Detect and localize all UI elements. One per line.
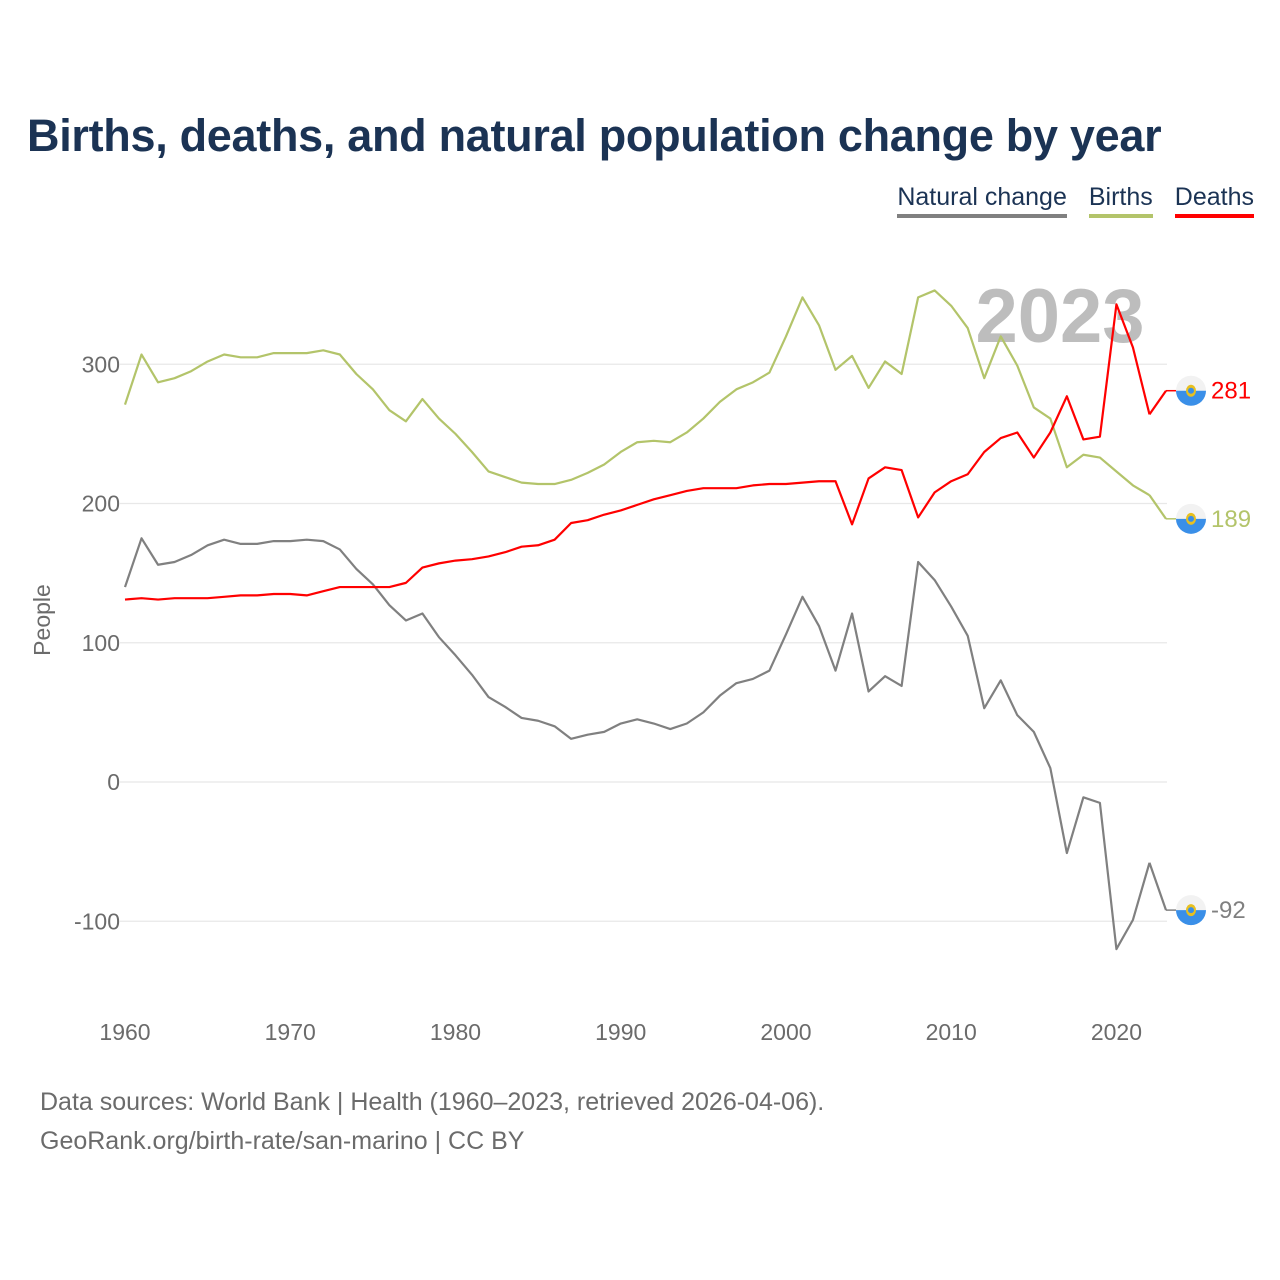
source-text: Data sources: World Bank | Health (1960–… — [40, 1088, 825, 1116]
legend-births[interactable]: Births — [1088, 183, 1153, 218]
year-watermark: 2023 — [975, 274, 1144, 359]
x-tick-label: 1990 — [595, 1019, 646, 1045]
x-tick-label: 2020 — [1091, 1019, 1142, 1045]
series-segment — [1148, 390, 1167, 416]
chart-title: Births, deaths, and natural population c… — [27, 110, 1162, 161]
san-marino-flag-icon — [1176, 375, 1206, 406]
y-tick-label: 100 — [82, 630, 120, 656]
san-marino-flag-icon — [1176, 503, 1206, 534]
y-tick-label: 200 — [82, 491, 120, 517]
y-tick-label: 0 — [107, 769, 120, 795]
legend-natural-change[interactable]: Natural change — [897, 183, 1067, 218]
end-value-label: -92 — [1211, 897, 1246, 924]
y-axis-label: People — [29, 584, 55, 656]
san-marino-flag-icon — [1176, 895, 1206, 926]
x-tick-label: 1960 — [99, 1019, 150, 1045]
x-tick-label: 1980 — [430, 1019, 481, 1045]
source-link[interactable]: GeoRank.org/birth-rate/san-marino | CC B… — [40, 1127, 525, 1155]
end-value-label: 189 — [1211, 506, 1251, 533]
series-segment — [1148, 862, 1168, 911]
series-segment — [1148, 494, 1167, 520]
x-tick-label: 2010 — [926, 1019, 977, 1045]
legend: Natural change Births Deaths — [897, 183, 1254, 218]
y-tick-label: 300 — [82, 351, 120, 377]
legend-deaths[interactable]: Deaths — [1174, 183, 1254, 218]
series-line-deaths — [124, 303, 1151, 601]
series-line-births — [123, 289, 1151, 497]
series-line-natural-change — [123, 537, 1151, 951]
x-tick-label: 1970 — [265, 1019, 316, 1045]
x-tick-label: 2000 — [760, 1019, 811, 1045]
end-value-label: 281 — [1211, 378, 1251, 405]
y-tick-label: -100 — [74, 908, 120, 934]
